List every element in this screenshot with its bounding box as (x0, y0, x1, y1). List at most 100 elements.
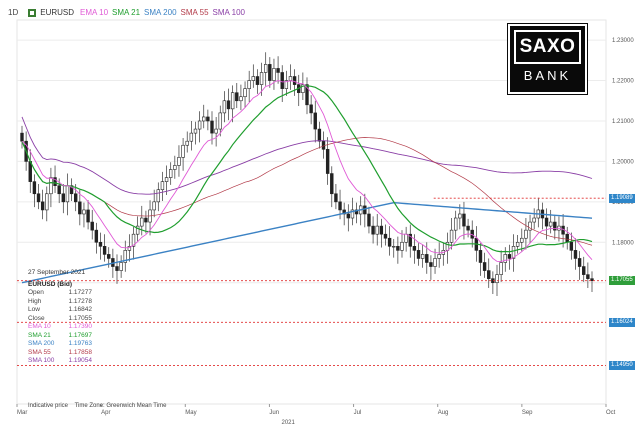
candle-body (449, 229, 454, 243)
info-row-label: Close (28, 314, 45, 322)
candle-body (210, 120, 214, 134)
info-row: Open 1.17277 (28, 289, 92, 298)
candle-body (309, 104, 313, 114)
candle-body (363, 205, 367, 215)
x-tick-label: Sep (522, 410, 533, 416)
info-row: High 1.17278 (28, 298, 92, 307)
candle-body (387, 237, 392, 247)
candle-body (408, 233, 412, 247)
info-row-value: 1.16842 (68, 306, 93, 313)
candle-body (565, 233, 569, 243)
y-tick-label: 1.22000 (612, 79, 634, 85)
candle-body (193, 128, 198, 134)
info-row-label: SMA 100 (28, 357, 55, 364)
candle-body (482, 262, 487, 271)
candle-body (255, 76, 260, 85)
indicator-sma55[interactable]: SMA 55 (180, 8, 209, 17)
candle-body (371, 225, 375, 235)
candle-body (90, 221, 94, 231)
info-row-label: EMA 10 (28, 323, 51, 330)
candle-body (511, 246, 516, 259)
sma200-line (21, 201, 593, 284)
candle-body (82, 209, 86, 215)
timeframe-label[interactable]: 1D (8, 8, 19, 17)
candle-body (152, 201, 156, 211)
candle-body (586, 274, 590, 279)
indicator-sma100[interactable]: SMA 100 (212, 8, 245, 17)
candle-body (478, 250, 483, 263)
candle-body (528, 221, 532, 231)
candle-body (214, 128, 218, 134)
candle-body (45, 193, 49, 211)
candle-body (412, 246, 417, 251)
candle-body (259, 72, 264, 85)
x-tick-label: Oct (606, 410, 616, 416)
candle-body (392, 246, 396, 248)
candle-body (57, 185, 61, 195)
ema10-line (21, 79, 593, 262)
x-tick-label: Aug (438, 410, 449, 416)
info-row: SMA 200 1.19763 (28, 340, 92, 349)
candle-body (354, 209, 359, 215)
indicator-ema10[interactable]: EMA 10 (80, 8, 109, 17)
candle-body (466, 225, 470, 231)
candle-body (123, 250, 127, 263)
info-row-value: 1.17278 (68, 297, 93, 305)
candle-body (396, 246, 400, 251)
x-tick-label: Apr (101, 410, 110, 416)
candle-body (40, 201, 45, 211)
chart-footer: Indicative price Time Zone: Greenwich Me… (28, 403, 166, 409)
candle-body (400, 241, 404, 251)
logo-bank-text: BANK (523, 68, 572, 83)
candle-body (239, 96, 243, 102)
candle-body (144, 217, 148, 223)
info-pair: EURUSD (Bid) (28, 280, 73, 288)
candle-body (375, 225, 379, 235)
sma100-line (21, 116, 593, 195)
candle-body (86, 209, 90, 223)
candle-body (235, 92, 239, 102)
indicator-sma200[interactable]: SMA 200 (144, 8, 177, 17)
x-tick-label: Jun (269, 410, 279, 416)
plot-frame (16, 19, 607, 405)
candle-body (379, 225, 384, 235)
candle-body (173, 165, 177, 170)
candle-body (263, 64, 268, 73)
price-tag: 1.16024 (609, 317, 635, 327)
candle-body (548, 221, 553, 227)
candle-body (334, 193, 338, 203)
price-note: Indicative price (28, 403, 69, 409)
sma55-line (21, 137, 593, 246)
candle-body (515, 241, 520, 247)
info-row-label: Open (28, 289, 44, 296)
candle-body (73, 193, 78, 203)
candle-body (119, 262, 123, 271)
candle-body (429, 262, 433, 267)
candle-body (197, 120, 202, 130)
y-tick-label: 1.20000 (612, 159, 634, 165)
candle-body (131, 233, 136, 247)
candle-body (102, 246, 107, 255)
candle-body (268, 64, 272, 81)
chart-header: 1D EURUSD EMA 10 SMA 21 SMA 200 SMA 55 S… (8, 7, 245, 19)
candle-body (276, 68, 280, 73)
info-row-label: SMA 55 (28, 348, 51, 356)
candle-body (185, 140, 189, 146)
candle-body (462, 213, 466, 227)
saxo-bank-logo: SAXO BANK (508, 24, 587, 94)
info-row-value: 1.19763 (68, 340, 93, 347)
indicator-sma21[interactable]: SMA 21 (112, 8, 141, 17)
candle-body (140, 217, 144, 227)
candle-body (36, 193, 41, 203)
candle-body (230, 92, 235, 110)
price-tag: 1.14950 (609, 361, 635, 371)
symbol-label[interactable]: EURUSD (40, 8, 75, 17)
logo-saxo-text: SAXO (514, 30, 581, 64)
candle-body (98, 241, 103, 247)
candle-body (520, 237, 524, 243)
x-tick-label: Jul (354, 410, 362, 416)
candle-body (433, 258, 437, 267)
candle-body (317, 128, 322, 142)
candle-body (156, 189, 161, 203)
